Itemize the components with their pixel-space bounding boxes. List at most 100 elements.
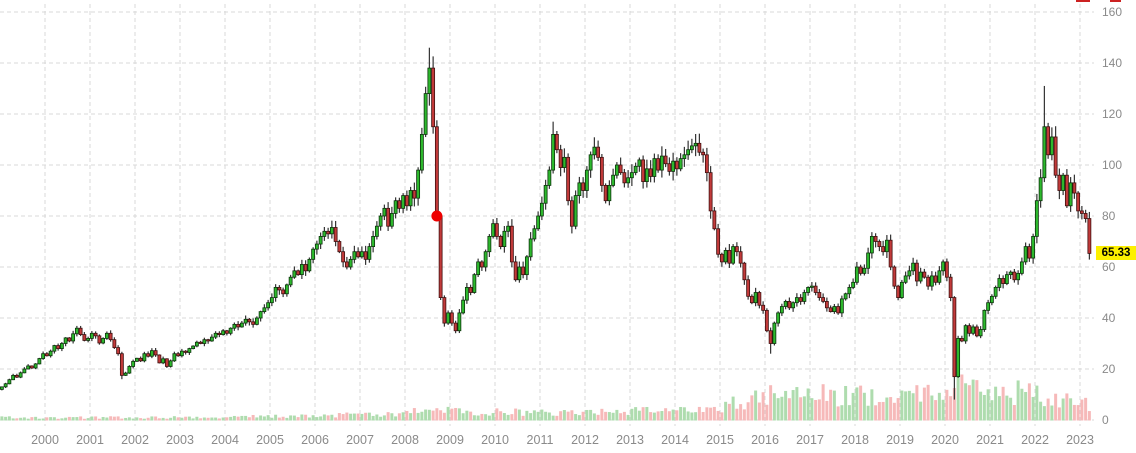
axis-label: 120 [1102,107,1122,121]
candle-down [738,251,743,264]
axis-label: 40 [1102,311,1116,325]
axis-label: 2011 [527,433,554,447]
volume-bar [1050,405,1054,421]
axis-label: 100 [1102,158,1122,172]
candle-up [937,270,942,283]
volume-bar [236,416,240,421]
candle-up [809,285,814,288]
volume-bar [1069,398,1073,421]
volume-bar [386,412,390,421]
candle-up [131,360,136,367]
volume-bar [274,414,278,421]
candle-up [127,366,132,374]
volume-bar [892,402,896,421]
volume-bar [600,408,604,421]
volume-bar [907,390,911,421]
candle-up [1004,274,1009,284]
candle-down [236,323,241,328]
candle-down [119,353,124,376]
candle-up [899,281,904,298]
candle-up [903,275,908,283]
volume-bar [169,417,173,421]
axis-label: 2013 [616,433,644,447]
axis-label: 2010 [481,433,509,447]
candle-up [611,174,616,186]
volume-bar [326,415,330,421]
candle-down [386,207,391,227]
volume-bar [607,412,611,421]
candle-down [892,266,897,287]
candle-up [262,307,267,313]
volume-bar [727,403,731,421]
volume-bar [885,397,889,421]
volume-bar [307,417,311,421]
volume-bar [184,416,188,421]
volume-bar [131,418,135,421]
axis-label: 2002 [121,433,149,447]
volume-bar [690,412,694,421]
candle-up [851,281,856,288]
candle-down [952,297,957,378]
volume-bar [544,411,548,421]
candle-down [224,330,229,334]
volume-bar [461,413,465,421]
volume-bar [855,387,859,421]
candle-up [52,345,57,352]
volume-bar [739,404,743,421]
volume-bar [86,418,90,421]
volume-bar [821,384,825,421]
candle-down [438,215,443,298]
candle-up [191,345,196,349]
volume-bar [589,409,593,421]
candle-down [498,235,503,247]
candle-up [659,155,664,171]
candle-up [963,325,968,342]
volume-bar [382,415,386,421]
volume-bar [694,412,698,421]
volume-bar [986,389,990,421]
candle-down [251,321,256,325]
candle-down [97,335,102,344]
candle-down [1053,136,1058,176]
candle-down [513,261,518,281]
candle-up [802,292,807,302]
candle-up [168,360,173,367]
volume-bar [619,413,623,421]
volume-bar [127,417,131,421]
candle-up [134,357,139,362]
volume-bar [982,394,986,421]
volume-bar [780,396,784,421]
volume-bar [97,418,101,421]
candle-up [258,311,263,319]
volume-bar [1072,404,1076,421]
candle-up [506,225,511,232]
axis-label: 2008 [391,433,419,447]
candle-down [397,200,402,209]
candle-down [431,67,436,128]
candle-down [1072,182,1077,194]
volume-bar [315,417,319,421]
candle-down [449,312,454,324]
axis-label: 2016 [751,433,779,447]
volume-bar [656,411,660,421]
volume-bar [199,418,203,421]
volume-bar [937,392,941,421]
volume-bar [56,418,60,421]
volume-bar [499,411,503,421]
volume-bar [889,397,893,421]
candle-up [491,223,496,237]
volume-bar [304,414,308,421]
volume-bar [679,406,683,421]
volume-bar [75,417,79,421]
candle-down [967,325,972,334]
candle-up [869,235,874,254]
volume-bar [776,398,780,421]
candle-down [247,318,252,323]
volume-bar [7,416,11,421]
candle-down [746,279,751,297]
volume-bar [784,390,788,421]
candle-down [1083,213,1088,219]
candle-down [1064,174,1069,207]
candle-down [558,149,563,168]
